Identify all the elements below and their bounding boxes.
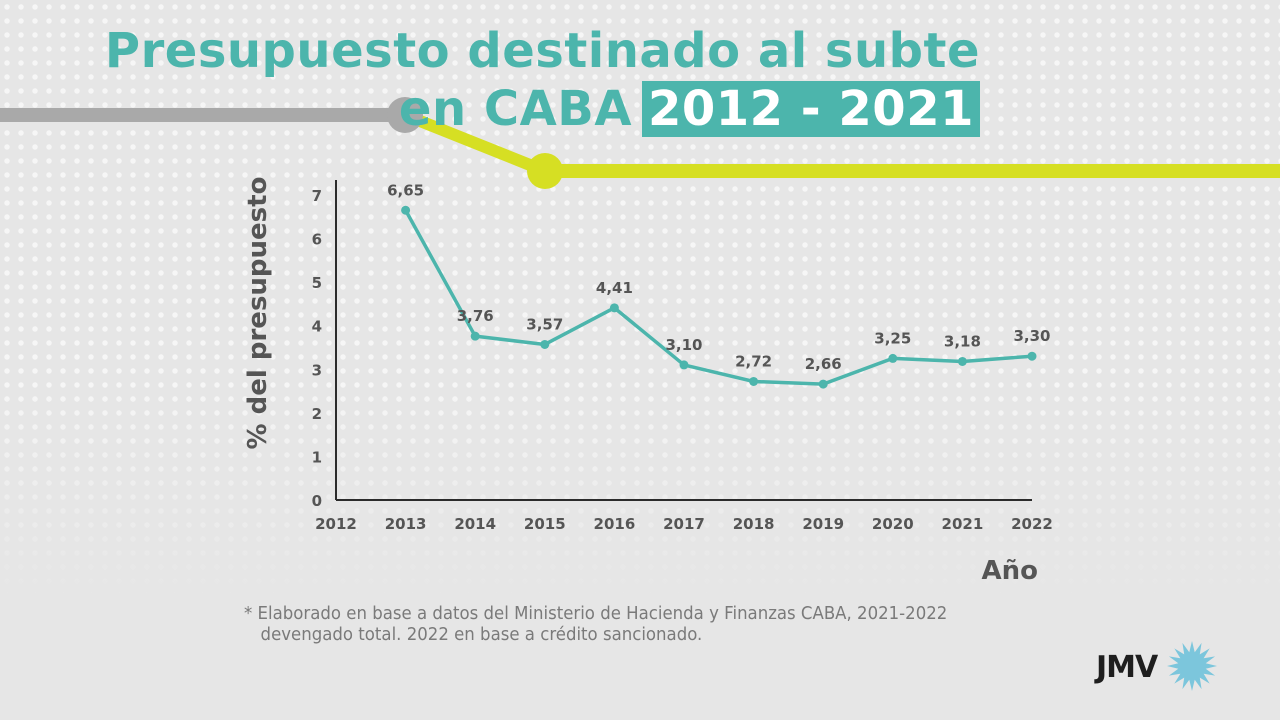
x-tick-label: 2013 (385, 515, 427, 533)
data-label: 3,10 (665, 336, 702, 354)
data-label: 3,76 (457, 307, 494, 325)
source-footnote: * Elaborado en base a datos del Minister… (244, 603, 980, 645)
data-point (401, 205, 411, 215)
y-axis-label: % del presupuesto (243, 177, 273, 450)
data-label: 2,72 (735, 352, 772, 370)
sun-star-icon (1167, 641, 1217, 691)
data-point (470, 331, 480, 341)
y-tick-label: 6 (312, 231, 322, 249)
x-tick-label: 2019 (802, 515, 844, 533)
series-line (404, 209, 1033, 386)
data-point (1027, 351, 1037, 361)
yellow-diagonal-segment (402, 109, 548, 177)
x-tick-label: 2017 (663, 515, 705, 533)
title-year-range-badge: 2012 - 2021 (641, 81, 980, 137)
y-tick-label: 0 (312, 492, 322, 510)
title-line-1: Presupuesto destinado al subte (104, 23, 980, 79)
footnote-line-2: devengado total. 2022 en base a crédito … (260, 624, 703, 645)
data-label: 4,41 (596, 279, 633, 297)
title-line-2: en CABA 2012 - 2021 (105, 80, 980, 138)
data-point (609, 303, 619, 313)
x-tick-label: 2020 (872, 515, 914, 533)
jmv-logo: JMV (1096, 640, 1222, 694)
data-label: 3,57 (526, 315, 563, 333)
x-tick-label: 2018 (733, 515, 775, 533)
data-point (540, 339, 550, 349)
x-axis-label: Año (982, 556, 1039, 586)
footnote-line-1: * Elaborado en base a datos del Minister… (244, 603, 948, 624)
yellow-station-dot (527, 153, 563, 189)
title-line-2-prefix: en CABA (398, 81, 632, 137)
chart-title: Presupuesto destinado al subte en CABA 20… (105, 22, 980, 138)
data-point (749, 376, 759, 386)
y-tick-label: 2 (312, 405, 322, 423)
line-chart: 0 1 2 3 4 5 6 7 2012 2013 2014 2015 2016 2017 2018 2019… (243, 177, 1053, 586)
chart-axes (335, 180, 1032, 501)
data-label: 6,65 (387, 181, 424, 199)
logo-text: JMV (1096, 650, 1158, 685)
x-tick-label: 2012 (315, 515, 357, 533)
data-label: 3,25 (874, 329, 911, 347)
x-tick-label: 2021 (942, 515, 984, 533)
background-fade (0, 380, 1280, 600)
data-label: 2,66 (805, 355, 842, 373)
y-tick-label: 4 (312, 318, 322, 336)
chart-ticks: 0 1 2 3 4 5 6 7 2012 2013 2014 2015 2016 2017 2018 2019… (312, 187, 1053, 533)
data-label: 3,18 (944, 332, 981, 350)
data-point (888, 353, 898, 363)
y-tick-label: 1 (312, 448, 322, 466)
data-point (957, 356, 967, 366)
x-tick-label: 2022 (1011, 515, 1053, 533)
y-tick-label: 5 (312, 274, 322, 292)
y-tick-label: 3 (312, 361, 322, 379)
data-label: 3,30 (1013, 327, 1050, 345)
gray-station-dot (387, 97, 423, 133)
data-point (679, 360, 689, 370)
y-tick-label: 7 (312, 187, 322, 205)
data-point (818, 379, 828, 389)
x-tick-label: 2014 (454, 515, 496, 533)
x-tick-label: 2016 (594, 515, 636, 533)
chart-series: 6,65 3,76 3,57 4,41 3,10 2,72 2,66 3,25 3,18 3,30 (387, 181, 1051, 389)
x-tick-label: 2015 (524, 515, 566, 533)
